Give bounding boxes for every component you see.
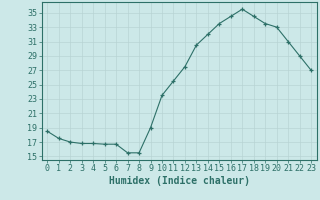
X-axis label: Humidex (Indice chaleur): Humidex (Indice chaleur) [109, 176, 250, 186]
